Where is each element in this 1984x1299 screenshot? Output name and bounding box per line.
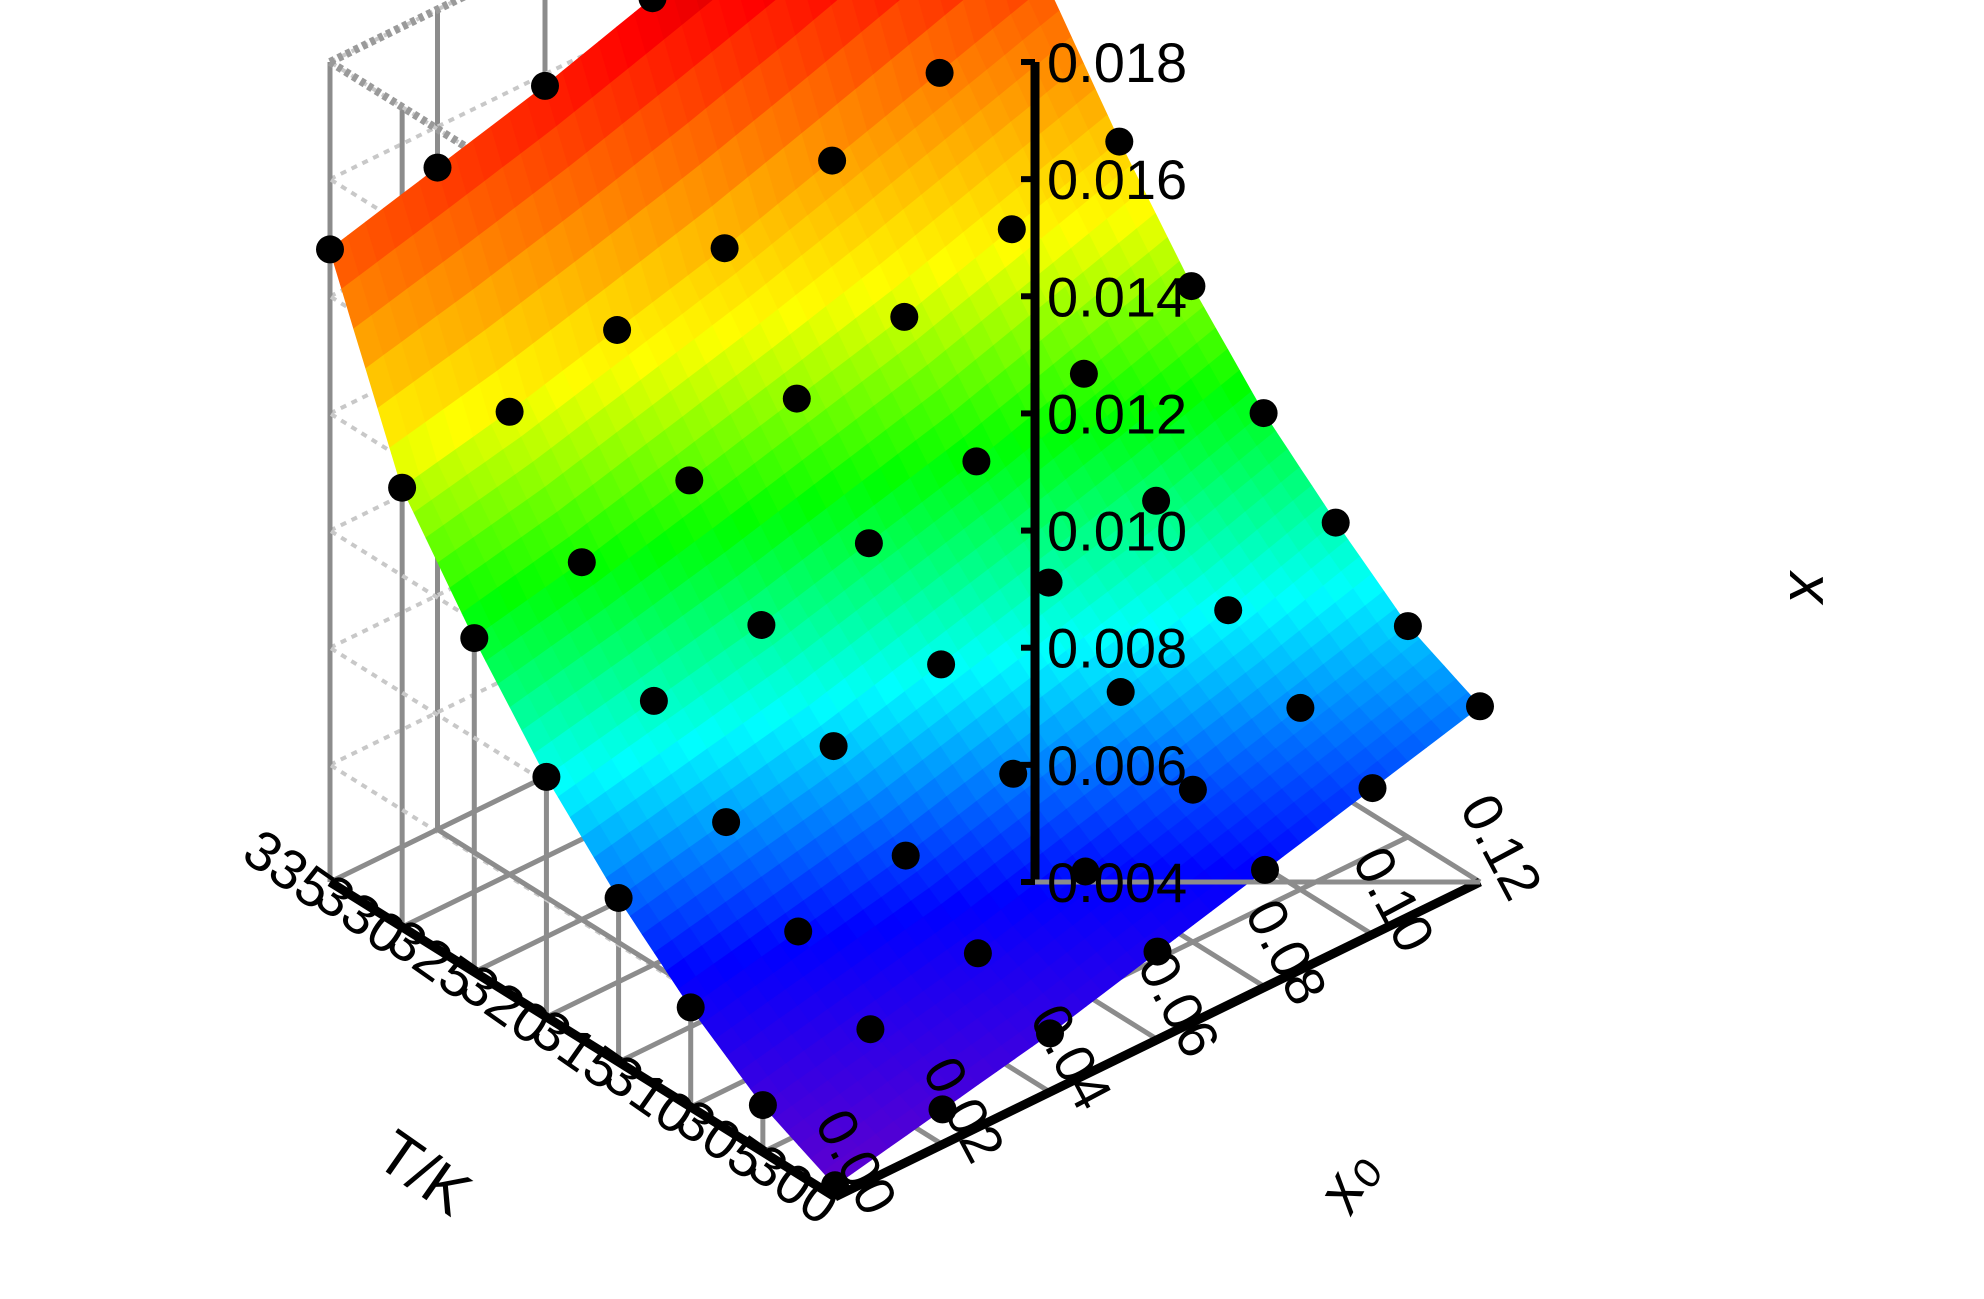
wall-top-edge (328, 0, 467, 66)
axes-layer (327, 59, 1482, 1202)
data-point (1286, 693, 1315, 722)
data-point (531, 71, 559, 100)
z-tick-label: 0.012 (1047, 382, 1187, 445)
data-point (676, 993, 705, 1022)
data-point (1393, 612, 1422, 641)
data-point (963, 939, 992, 968)
data-point (604, 884, 633, 912)
data-point (1466, 692, 1494, 721)
data-point (388, 473, 417, 502)
z-tick-label: 0.006 (1047, 734, 1187, 797)
y-axis-title: x₀ (1302, 1139, 1391, 1224)
data-point (854, 529, 883, 558)
data-point (1177, 272, 1206, 301)
data-point (603, 316, 632, 344)
data-point (1036, 1019, 1064, 1048)
x0-axis-line (833, 877, 1482, 1202)
data-point (495, 397, 524, 426)
z-tick-label: 0.018 (1047, 31, 1187, 94)
data-point (997, 215, 1026, 244)
z-tick-label: 0.004 (1047, 851, 1187, 914)
data-point (460, 624, 489, 653)
data-point (856, 1015, 885, 1044)
z-tick-label: 0.010 (1047, 500, 1187, 563)
data-point (890, 302, 919, 331)
data-point (532, 762, 561, 791)
data-point (1143, 937, 1172, 966)
data-point (1178, 775, 1207, 804)
t-axis-line (327, 878, 838, 1201)
data-point (782, 384, 811, 413)
data-point (423, 153, 452, 182)
data-point (638, 0, 667, 13)
data-point (1069, 359, 1098, 388)
data-point (1249, 399, 1278, 428)
points-layer (316, 0, 1494, 1200)
data-point (1105, 127, 1134, 156)
data-point (1214, 596, 1243, 625)
data-point (747, 611, 776, 639)
data-point (748, 1091, 777, 1120)
data-point (567, 548, 596, 577)
data-point (1034, 568, 1063, 597)
data-point (1106, 678, 1135, 706)
z-axis-title: x (1776, 570, 1845, 606)
surface-layer (329, 0, 1481, 1186)
data-point (927, 650, 956, 679)
x-axis-title: T/K (364, 1117, 483, 1229)
z-tick-label: 0.008 (1047, 617, 1187, 680)
z-tick-label: 0.014 (1047, 265, 1187, 328)
data-point (999, 759, 1028, 788)
data-point (712, 808, 741, 837)
data-point (821, 1171, 849, 1200)
data-point (784, 917, 813, 946)
data-point (891, 841, 920, 870)
data-point (818, 146, 847, 175)
z-tick-label: 0.016 (1047, 148, 1187, 211)
data-point (1251, 855, 1279, 884)
data-point (1142, 486, 1171, 515)
data-point (1358, 774, 1387, 803)
data-point (819, 732, 848, 761)
data-point (962, 447, 991, 476)
data-point (639, 686, 668, 715)
data-point (1321, 508, 1350, 537)
data-point (710, 234, 739, 263)
data-point (928, 1095, 957, 1124)
data-point (925, 58, 954, 87)
data-point (675, 466, 704, 495)
data-point (1071, 857, 1100, 886)
data-point (316, 235, 344, 264)
